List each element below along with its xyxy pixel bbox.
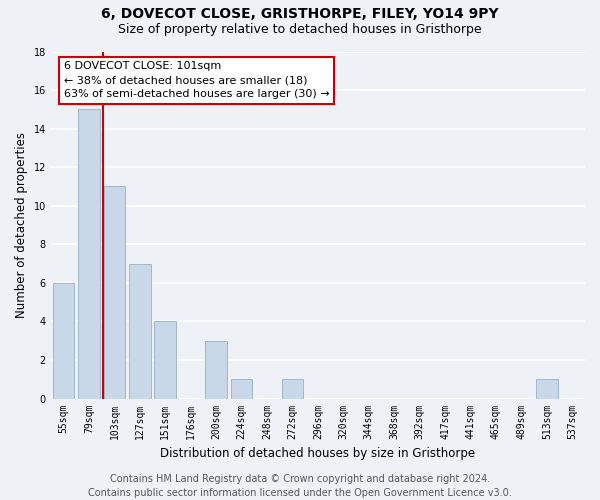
Bar [205, 340, 227, 398]
Bar [281, 380, 303, 398]
Bar [231, 380, 253, 398]
Text: Contains HM Land Registry data © Crown copyright and database right 2024.
Contai: Contains HM Land Registry data © Crown c… [88, 474, 512, 498]
X-axis label: Distribution of detached houses by size in Gristhorpe: Distribution of detached houses by size … [160, 447, 475, 460]
Bar [53, 283, 74, 399]
Bar [78, 110, 100, 399]
Text: 6, DOVECOT CLOSE, GRISTHORPE, FILEY, YO14 9PY: 6, DOVECOT CLOSE, GRISTHORPE, FILEY, YO1… [101, 8, 499, 22]
Bar [104, 186, 125, 398]
Y-axis label: Number of detached properties: Number of detached properties [15, 132, 28, 318]
Bar [536, 380, 557, 398]
Bar [129, 264, 151, 398]
Bar [154, 322, 176, 398]
Text: Size of property relative to detached houses in Gristhorpe: Size of property relative to detached ho… [118, 22, 482, 36]
Text: 6 DOVECOT CLOSE: 101sqm
← 38% of detached houses are smaller (18)
63% of semi-de: 6 DOVECOT CLOSE: 101sqm ← 38% of detache… [64, 61, 329, 99]
